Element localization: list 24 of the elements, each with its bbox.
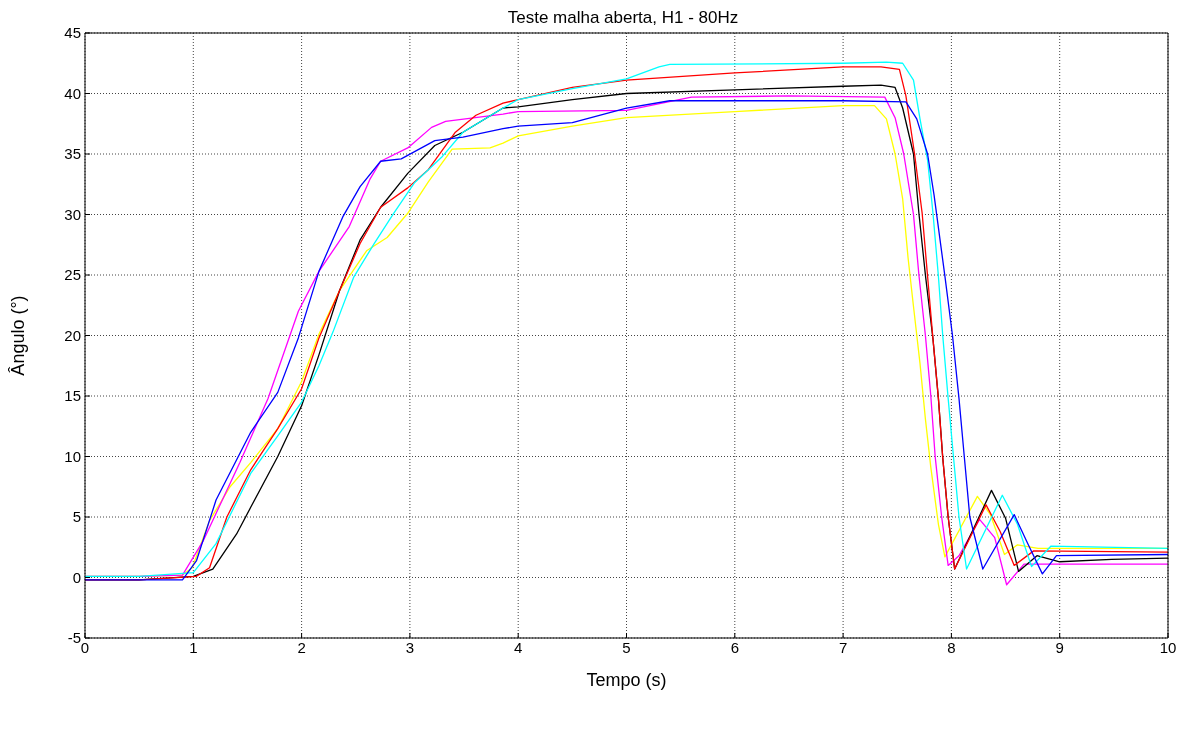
x-tick-label: 5 [622,638,631,656]
y-tick-label: 10 [64,447,81,465]
y-tick-label: 0 [72,568,81,586]
x-tick-label: 4 [514,638,523,656]
y-axis-title: Ângulo (°) [8,295,29,376]
y-tick-label: 20 [64,326,81,344]
x-tick-label: 8 [947,638,956,656]
chart-title: Teste malha aberta, H1 - 80Hz [507,8,739,27]
x-tick-label: 9 [1055,638,1064,656]
y-tick-label: 45 [64,24,81,42]
x-tick-label: 6 [730,638,739,656]
x-tick-label: 7 [838,638,848,656]
x-tick-label: 1 [189,638,198,656]
x-axis-title: Tempo (s) [586,670,667,690]
y-tick-label: -5 [67,629,81,647]
y-tick-label: 40 [64,84,81,102]
x-tick-label: 3 [405,638,415,656]
y-tick-label: 30 [64,205,81,223]
x-tick-label: 2 [297,638,306,656]
y-tick-label: 25 [64,266,81,284]
x-tick-label: 10 [1159,638,1177,656]
y-tick-label: 35 [64,145,81,163]
y-tick-label: 5 [72,508,81,526]
y-tick-label: 15 [64,387,81,405]
